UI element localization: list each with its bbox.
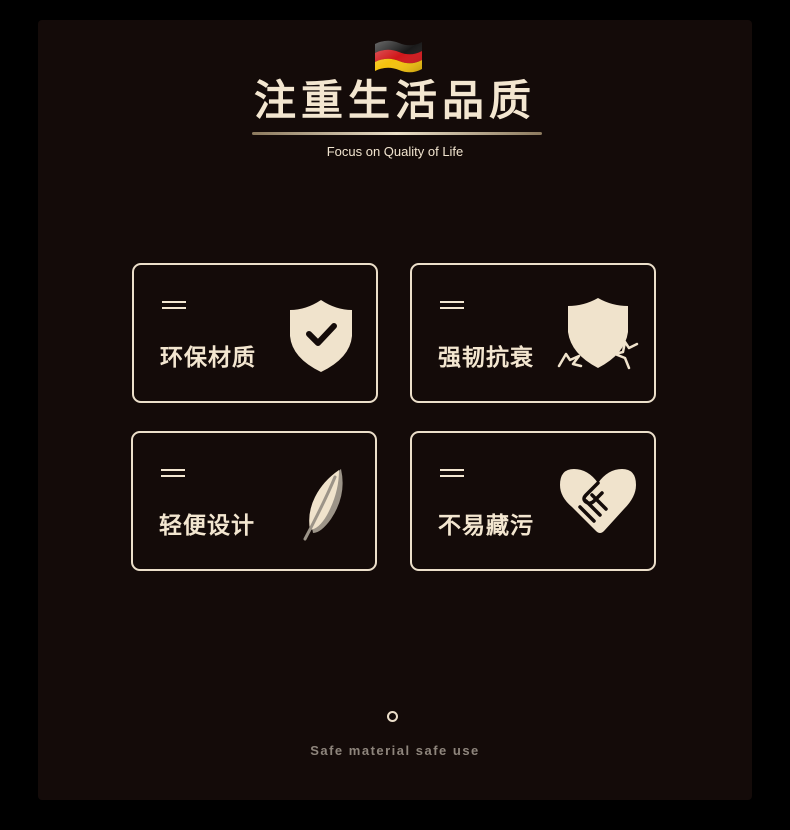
feature-card-durable: 强韧抗衰	[410, 263, 656, 403]
handshake-icon	[560, 469, 636, 533]
feature-label: 环保材质	[160, 345, 256, 371]
double-dash-icon	[162, 301, 186, 309]
shield-check-icon	[290, 300, 352, 372]
feature-label: 强韧抗衰	[438, 345, 534, 371]
content-panel	[38, 20, 752, 800]
double-dash-icon	[440, 469, 464, 477]
germany-flag-icon	[375, 40, 422, 73]
shield-sparkle-icon	[557, 298, 639, 370]
feature-label: 不易藏污	[438, 513, 534, 539]
page-subtitle: Focus on Quality of Life	[326, 144, 464, 159]
title-underline	[252, 132, 542, 135]
page-title: 注重生活品质	[253, 76, 536, 125]
double-dash-icon	[161, 469, 185, 477]
feature-card-stain-resistant: 不易藏污	[410, 431, 656, 571]
circle-icon	[387, 711, 398, 722]
feature-card-lightweight: 轻便设计	[131, 431, 377, 571]
footer-tagline: Safe material safe use	[310, 743, 480, 758]
double-dash-icon	[440, 301, 464, 309]
feature-label: 轻便设计	[159, 513, 255, 539]
feature-card-eco-material: 环保材质	[132, 263, 378, 403]
feather-icon	[303, 469, 343, 541]
